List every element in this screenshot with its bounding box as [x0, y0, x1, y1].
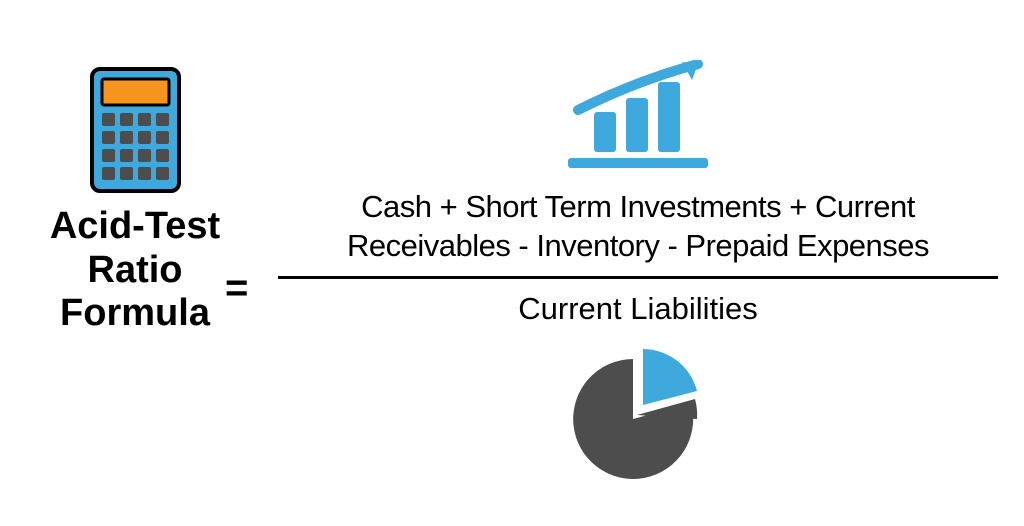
equals-sign: = [225, 266, 248, 311]
numerator: Cash + Short Term Investments + Current … [278, 188, 998, 266]
fraction-bar [278, 276, 998, 279]
left-section: Acid-Test Ratio Formula [20, 65, 250, 336]
title-line-1: Acid-Test [50, 205, 220, 247]
right-section: Cash + Short Term Investments + Current … [278, 60, 998, 481]
title-line-3: Formula [60, 292, 210, 334]
numerator-line-2: Receivables - Inventory - Prepaid Expens… [347, 228, 929, 263]
formula-diagram: Acid-Test Ratio Formula = Cash + Short T… [0, 0, 1024, 526]
formula-title: Acid-Test Ratio Formula [20, 205, 250, 336]
pie-chart-icon [563, 341, 713, 481]
numerator-line-1: Cash + Short Term Investments + Current [361, 189, 915, 224]
title-line-2: Ratio [88, 249, 183, 291]
growth-chart-icon [558, 60, 718, 170]
calculator-icon [88, 65, 183, 195]
denominator: Current Liabilities [278, 291, 998, 327]
